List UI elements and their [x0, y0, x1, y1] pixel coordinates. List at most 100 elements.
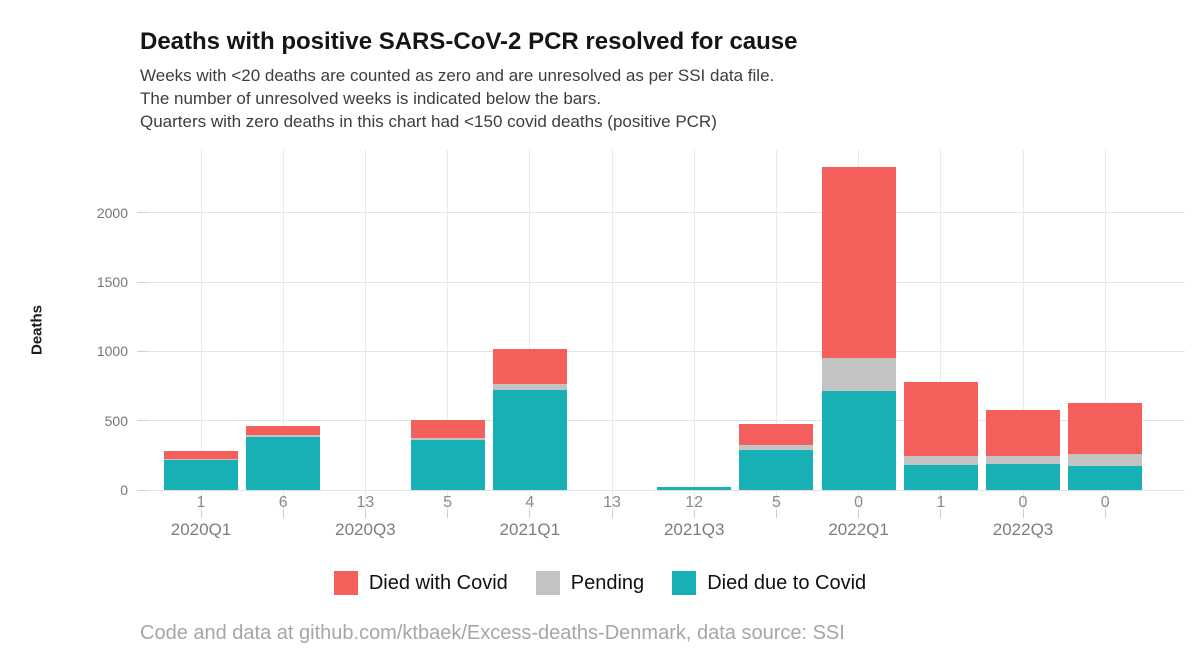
y-tick-label: 2000 [96, 204, 128, 221]
x-axis-tick [1104, 510, 1106, 518]
x-tick-label: 2020Q1 [170, 520, 232, 539]
y-axis-title: Deaths [28, 304, 46, 356]
y-axis-tick [137, 281, 146, 283]
bar-segment-died_with_covid [739, 423, 814, 445]
gridline-vertical [775, 150, 777, 510]
unresolved-count-label: 5 [771, 494, 781, 511]
bar-stack [986, 409, 1060, 490]
gridline-horizontal [146, 350, 1185, 352]
bar-segment-pending [903, 455, 978, 465]
bar-segment-pending [164, 459, 238, 461]
bar-stack [821, 166, 896, 490]
bar-stack [657, 486, 732, 490]
unresolved-count-label: 6 [278, 494, 288, 511]
bar-segment-died_due_to_covid [164, 460, 238, 490]
gridline-vertical [611, 150, 613, 510]
bar-segment-died_due_to_covid [492, 389, 567, 490]
bar-stack [410, 420, 485, 490]
x-tick-label: 2021Q1 [499, 520, 561, 539]
x-axis-tick [200, 510, 202, 518]
x-axis-tick [447, 510, 449, 518]
chart-subtitle: Weeks with <20 deaths are counted as zer… [140, 64, 774, 133]
bar-segment-pending [492, 383, 567, 390]
legend-swatch-died_with_covid [333, 571, 358, 595]
gridline-vertical [693, 150, 695, 510]
bar-stack [739, 423, 814, 490]
x-tick-label: 2021Q3 [663, 520, 725, 539]
unresolved-count-label: 4 [525, 494, 535, 511]
gridline-vertical [940, 150, 942, 510]
bar-segment-died_with_covid [903, 381, 978, 456]
x-axis-tick [940, 510, 942, 518]
legend-label: Died due to Covid [707, 571, 867, 594]
y-axis-tick [137, 212, 146, 214]
bar-segment-pending [986, 455, 1060, 465]
bar-segment-pending [739, 444, 814, 450]
x-tick-label: 2022Q1 [828, 520, 889, 539]
bar-segment-died_due_to_covid [821, 390, 896, 490]
bar-segment-pending [821, 358, 896, 391]
y-tick-label: 1000 [96, 343, 128, 360]
caption: Code and data at github.com/ktbaek/Exces… [140, 622, 845, 644]
bar-stack [492, 348, 567, 490]
bar-segment-died_with_covid [410, 420, 485, 438]
chart-subtitle-line-3: Quarters with zero deaths in this chart … [140, 112, 717, 131]
legend-label: Died with Covid [368, 571, 508, 594]
y-axis-tick [137, 420, 146, 422]
gridline-vertical [447, 150, 449, 510]
gridline-vertical [529, 150, 531, 510]
y-tick-label: 1500 [96, 274, 128, 291]
bar-segment-died_with_covid [492, 348, 567, 384]
legend-item: Pending [535, 571, 645, 595]
bar-segment-died_with_covid [821, 166, 896, 359]
bar-segment-died_due_to_covid [1068, 465, 1143, 490]
bar-segment-died_with_covid [164, 451, 238, 460]
bar-segment-died_due_to_covid [739, 449, 814, 490]
x-axis-tick [364, 510, 366, 518]
legend-item: Died due to Covid [672, 571, 866, 595]
bar-segment-died_due_to_covid [246, 436, 321, 490]
x-axis-tick [529, 510, 531, 518]
unresolved-count-label: 13 [603, 494, 621, 511]
gridline-vertical [282, 150, 284, 510]
x-tick-label: 2022Q3 [992, 520, 1054, 539]
bar-segment-died_with_covid [1068, 403, 1143, 454]
x-axis-tick [1022, 510, 1024, 518]
unresolved-count-label: 0 [854, 494, 864, 511]
unresolved-count-label: 0 [1100, 494, 1110, 511]
bar-segment-pending [410, 437, 485, 441]
unresolved-count-label: 0 [1018, 494, 1028, 511]
legend: Died with Covid Pending Died due to Covid [0, 571, 1200, 595]
bar-segment-died_due_to_covid [986, 464, 1060, 490]
y-axis-tick [137, 350, 146, 352]
bar-segment-died_due_to_covid [657, 486, 732, 490]
bar-segment-pending [1068, 453, 1143, 466]
x-axis-tick [282, 510, 284, 518]
gridline-horizontal [146, 281, 1185, 283]
x-axis-tick [858, 510, 860, 518]
legend-swatch-pending [535, 571, 560, 595]
bar-stack [246, 425, 321, 490]
y-axis-tick [137, 489, 146, 491]
x-axis-tick [775, 510, 777, 518]
legend-label: Pending [570, 571, 645, 594]
chart-subtitle-line-2: The number of unresolved weeks is indica… [140, 89, 602, 108]
bar-segment-died_with_covid [986, 409, 1060, 456]
y-tick-label: 500 [104, 412, 128, 429]
unresolved-count-label: 5 [443, 494, 453, 511]
gridline-horizontal [146, 212, 1185, 214]
bar-stack [164, 451, 238, 490]
x-axis-tick [693, 510, 695, 518]
plot-panel: 1 6 13 5 4 13 12 5 0 1 0 0 [146, 150, 1185, 511]
bar-segment-died_with_covid [246, 425, 321, 435]
unresolved-count-label: 12 [685, 494, 704, 511]
unresolved-count-label: 1 [196, 494, 206, 511]
bar-segment-died_due_to_covid [410, 440, 485, 490]
bar-stack [1068, 403, 1143, 490]
legend-item: Died with Covid [333, 571, 508, 595]
bar-stack [903, 381, 978, 490]
gridline-horizontal [146, 420, 1185, 422]
gridline-vertical [1104, 150, 1106, 510]
y-tick-label: 0 [120, 482, 128, 498]
